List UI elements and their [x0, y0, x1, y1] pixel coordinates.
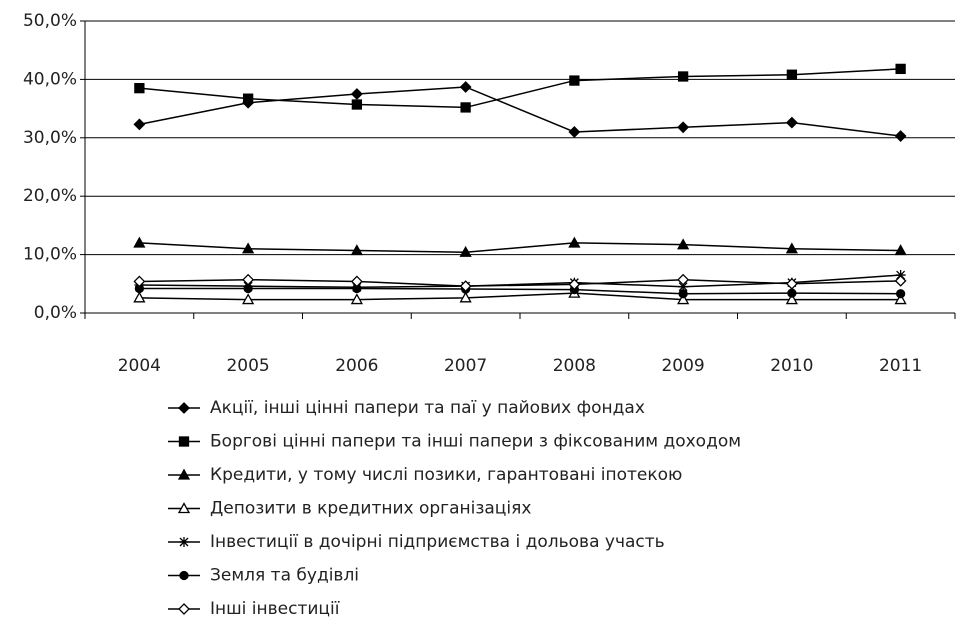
marker: [133, 118, 146, 131]
y-tick-label: 20,0%: [23, 186, 77, 206]
marker: [894, 293, 907, 305]
marker: [678, 289, 688, 299]
marker: [785, 293, 798, 305]
marker: [133, 275, 146, 288]
legend-marker: [177, 468, 191, 480]
legend-label: Боргові цінні папери та інші папери з фі…: [210, 432, 741, 452]
marker: [677, 293, 690, 305]
legend-label: Кредити, у тому числі позики, гарантован…: [210, 465, 682, 485]
x-tick-label: 2007: [444, 356, 487, 376]
series-line: [139, 68, 901, 109]
x-tick-label: 2005: [226, 356, 269, 376]
marker: [242, 273, 255, 286]
marker: [459, 245, 472, 257]
marker: [242, 93, 254, 104]
marker: [569, 75, 580, 86]
y-tick-label: 0,0%: [34, 303, 77, 323]
legend-label: Депозити в кредитних організаціях: [210, 499, 531, 519]
legend-label: Земля та будівлі: [210, 566, 359, 586]
legend-label: Інвестиції в дочірні підприємства і доль…: [210, 532, 665, 552]
marker: [895, 63, 906, 75]
marker: [459, 81, 472, 93]
marker: [351, 99, 363, 110]
series-line: [139, 278, 901, 287]
x-tick-label: 2004: [118, 356, 161, 376]
marker: [350, 275, 363, 288]
marker: [350, 293, 363, 305]
marker: [786, 69, 798, 80]
marker: [459, 280, 472, 293]
legend-label: Акції, інші цінні папери та паї у пайови…: [210, 398, 645, 418]
marker: [350, 244, 363, 256]
marker: [568, 126, 581, 138]
marker: [894, 244, 907, 256]
marker: [677, 71, 689, 82]
marker: [677, 273, 690, 286]
marker: [243, 283, 253, 294]
marker: [133, 236, 146, 248]
y-tick-label: 50,0%: [23, 11, 77, 31]
legend-marker: [179, 570, 189, 581]
y-tick-label: 10,0%: [23, 245, 77, 265]
series-line: [139, 86, 901, 137]
x-tick-label: 2009: [661, 356, 704, 376]
x-tick-label: 2011: [879, 356, 922, 376]
legend-marker: [178, 436, 190, 447]
marker: [242, 293, 255, 305]
marker: [242, 242, 255, 254]
marker: [460, 102, 471, 113]
marker: [787, 288, 797, 298]
legend-marker: [178, 603, 190, 615]
legend-marker: [179, 537, 189, 547]
marker: [895, 289, 906, 299]
legend-label: Інші інвестиції: [210, 599, 340, 619]
x-tick-label: 2008: [553, 356, 596, 376]
marker: [677, 121, 690, 134]
legend-marker: [178, 402, 190, 414]
marker: [134, 83, 145, 94]
series-line: [139, 287, 901, 295]
marker: [894, 274, 907, 287]
marker: [350, 88, 363, 100]
marker: [568, 236, 581, 248]
legend-marker: [177, 502, 191, 514]
x-tick-label: 2010: [770, 356, 813, 376]
series-line: [139, 242, 901, 254]
y-tick-label: 40,0%: [23, 69, 77, 89]
marker: [677, 238, 690, 250]
marker: [678, 281, 689, 292]
marker: [133, 291, 146, 303]
marker: [894, 130, 907, 142]
y-tick-label: 30,0%: [23, 128, 77, 148]
marker: [568, 278, 581, 291]
marker: [459, 291, 472, 303]
marker: [785, 242, 798, 254]
marker: [785, 277, 798, 290]
series-line: [139, 292, 901, 301]
x-tick-label: 2006: [335, 356, 378, 376]
marker: [785, 116, 798, 129]
